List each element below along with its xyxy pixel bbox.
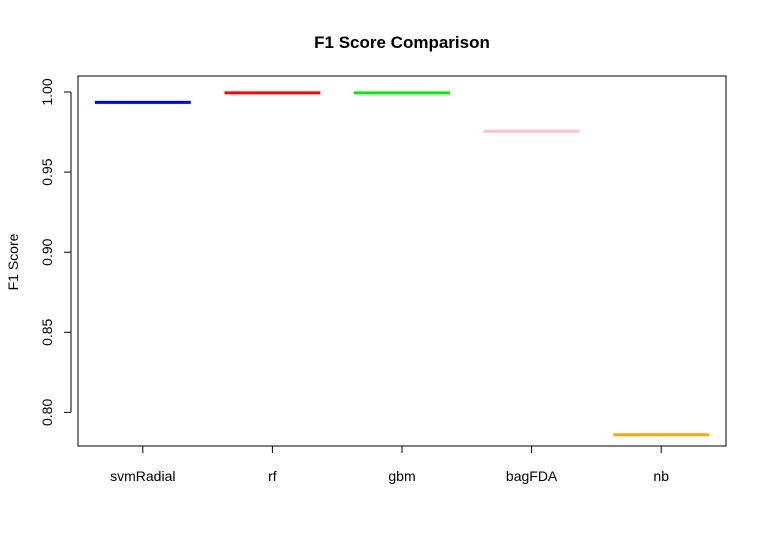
y-axis: 0.80 0.85 0.90 0.95 1.00 [39,78,72,426]
y-axis-label: F1 Score [5,233,21,290]
y-tick-label: 0.90 [39,238,55,265]
x-tick-label: svmRadial [110,468,175,484]
y-tick-label: 0.80 [39,399,55,426]
x-tick-label: nb [653,468,669,484]
x-tick-label: bagFDA [506,468,558,484]
y-tick-label: 0.95 [39,158,55,185]
y-tick-label: 1.00 [39,78,55,105]
x-axis: svmRadial rf gbm bagFDA nb [110,445,669,484]
plot-area-border [77,75,727,447]
series-marks [94,91,710,437]
x-tick-label: rf [268,468,277,484]
y-tick-label: 0.85 [39,318,55,345]
chart-title: F1 Score Comparison [314,33,490,52]
x-tick-label: gbm [388,468,415,484]
